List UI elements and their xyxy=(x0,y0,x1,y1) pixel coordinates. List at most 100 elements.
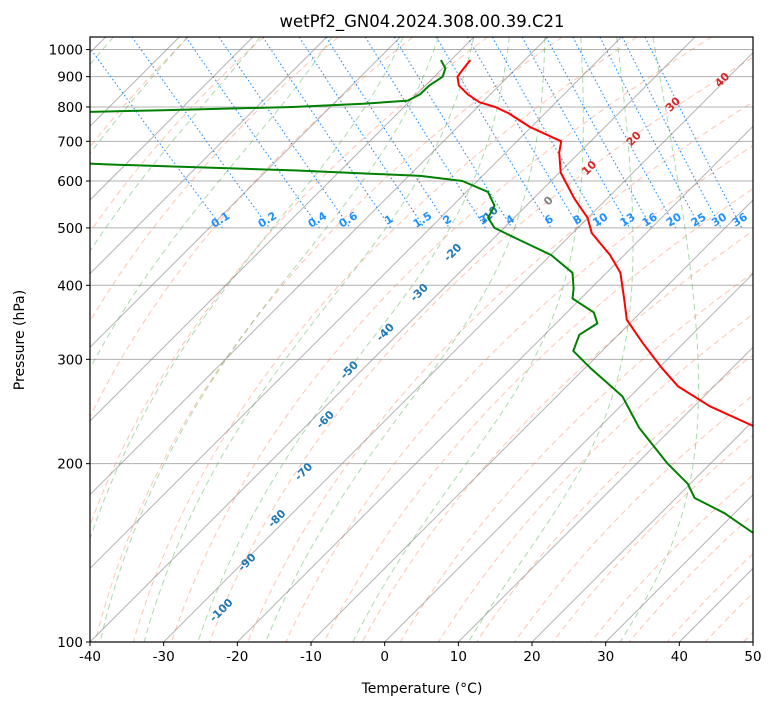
moist-adiabat-line xyxy=(352,37,584,642)
dry-adiabat-line xyxy=(285,144,753,642)
dry-adiabat-line xyxy=(171,37,712,642)
moist-adiabat-line xyxy=(143,37,475,642)
dry-adiabat-line xyxy=(704,592,753,642)
y-tick-label: 600 xyxy=(57,174,83,190)
isotherm-label: -100 xyxy=(207,596,236,625)
mixing-ratio-label: 0.4 xyxy=(306,209,330,231)
isotherm-line xyxy=(90,37,549,496)
isotherm-label: 0 xyxy=(541,193,556,208)
dry-adiabat-line xyxy=(90,37,264,233)
dry-adiabat-line xyxy=(247,101,753,642)
dry-adiabat-line xyxy=(209,56,753,642)
isotherm-line xyxy=(310,199,753,642)
isotherm-line xyxy=(236,125,753,642)
mixing-ratio-line xyxy=(545,37,653,229)
mixing-ratio-line xyxy=(435,37,552,229)
isotherm-line xyxy=(752,641,753,642)
y-axis-title: Pressure (hPa) xyxy=(12,290,28,390)
y-tick-label: 200 xyxy=(57,457,83,473)
y-tick-label: 900 xyxy=(57,70,83,86)
mixing-ratio-label: 1 xyxy=(382,212,395,227)
y-tick-label: 1000 xyxy=(49,43,83,59)
mixing-ratio-line xyxy=(393,37,513,229)
dry-adiabat-line xyxy=(437,313,753,642)
dry-adiabat-line xyxy=(514,394,753,642)
mixing-ratio-line xyxy=(218,37,351,229)
isotherm-label: -30 xyxy=(408,281,431,304)
isotherm-label: -80 xyxy=(265,507,288,530)
moist-adiabat-line xyxy=(197,37,510,642)
mixing-ratio-line xyxy=(644,37,743,229)
axis-ticks: -40 -30 -20 -10 0 10 20 30 40 5010020030040050060… xyxy=(49,43,762,665)
dry-adiabat-line xyxy=(90,37,488,527)
dry-adiabat-line xyxy=(666,553,753,642)
mixing-ratio-label: 10 xyxy=(590,210,610,229)
isotherm-label: -20 xyxy=(441,241,464,264)
isotherm-label: -50 xyxy=(338,358,361,381)
x-tick-label: -40 xyxy=(79,649,101,665)
plot-series xyxy=(90,59,753,535)
mixing-ratio-line xyxy=(364,37,486,229)
temperature-profile-line xyxy=(456,59,753,428)
moist-adiabat-line xyxy=(265,37,546,642)
isotherm-line xyxy=(90,37,328,275)
plot-grid: 0.1 0.2 0.4 0.6 1 1.5 2 3 4 6 8 10 13 16 20 25 30 36-100-… xyxy=(90,37,753,642)
isotherm-line xyxy=(384,272,753,642)
dry-adiabat-line xyxy=(323,188,753,642)
y-tick-label: 700 xyxy=(57,134,83,150)
dewpoint-profile-line xyxy=(90,59,753,535)
x-tick-label: 0 xyxy=(380,649,389,665)
dry-adiabat-line xyxy=(94,37,563,642)
isotherm-label: -60 xyxy=(314,408,337,431)
isotherm-line xyxy=(531,420,753,642)
dry-adiabat-line xyxy=(476,354,753,642)
moist-adiabat-line xyxy=(90,37,261,252)
dry-adiabat-line xyxy=(552,434,753,642)
x-tick-label: 40 xyxy=(671,649,688,665)
isotherm-label: -40 xyxy=(374,320,397,343)
y-tick-label: 500 xyxy=(57,221,83,237)
isotherm-line xyxy=(90,37,622,570)
mixing-ratio-line xyxy=(325,37,450,229)
mixing-ratio-line xyxy=(599,37,701,229)
isotherm-line xyxy=(457,346,753,642)
moist-adiabat-line xyxy=(99,37,439,642)
mixing-ratio-line xyxy=(572,37,677,229)
dry-adiabat-line xyxy=(90,37,339,323)
dry-adiabat-line xyxy=(132,37,638,642)
dry-adiabat-line xyxy=(743,631,753,642)
mixing-ratio-label: 2 xyxy=(441,212,454,227)
x-tick-label: -20 xyxy=(226,649,248,665)
x-tick-label: -30 xyxy=(153,649,175,665)
moist-adiabat-line xyxy=(619,37,699,642)
x-tick-label: 50 xyxy=(744,649,761,665)
plot-frame xyxy=(89,36,754,643)
x-tick-label: 30 xyxy=(597,649,614,665)
isotherm-line xyxy=(678,567,753,642)
dry-adiabat-line xyxy=(590,474,753,642)
isotherm-label: -90 xyxy=(235,550,258,573)
y-tick-label: 800 xyxy=(57,100,83,116)
y-tick-label: 300 xyxy=(57,352,83,368)
mixing-ratio-line xyxy=(262,37,392,229)
isotherm-line xyxy=(90,37,475,422)
dry-adiabat-line xyxy=(90,37,190,148)
moist-adiabat-line xyxy=(90,37,404,541)
mixing-ratio-label: 25 xyxy=(689,210,709,229)
isotherm-line xyxy=(90,37,696,642)
isotherm-line xyxy=(90,37,254,201)
moist-adiabat-line xyxy=(90,37,333,370)
moist-adiabat-line xyxy=(467,37,634,642)
isotherm-line xyxy=(90,37,401,349)
x-tick-label: -10 xyxy=(300,649,322,665)
isotherm-line xyxy=(163,51,753,642)
isotherm-line xyxy=(605,493,753,642)
mixing-ratio-line xyxy=(131,37,270,229)
y-tick-label: 100 xyxy=(57,635,83,651)
mixing-ratio-label: 8 xyxy=(571,212,584,227)
isotherm-label: 40 xyxy=(712,70,732,90)
mixing-ratio-label: 13 xyxy=(618,210,638,229)
mixing-ratio-label: 6 xyxy=(542,212,556,227)
x-axis-title: Temperature (°C) xyxy=(361,681,483,697)
